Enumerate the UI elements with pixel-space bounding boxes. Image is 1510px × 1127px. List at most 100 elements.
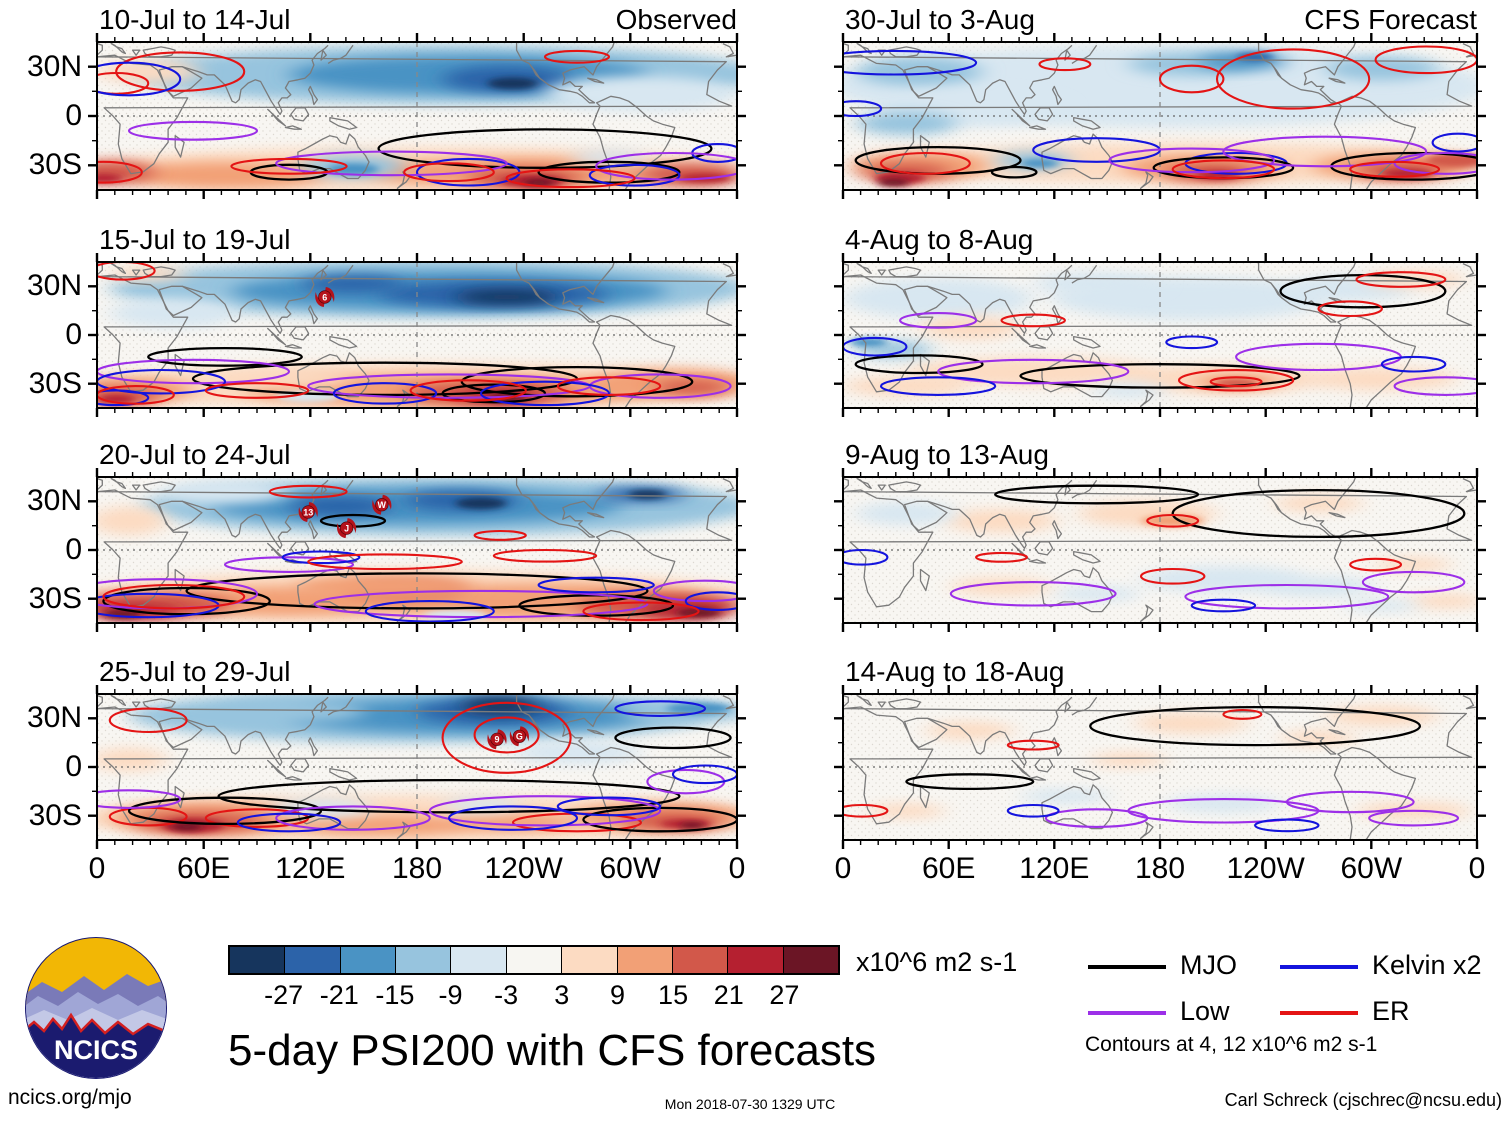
lon-label: 120W	[484, 852, 563, 885]
colorbar-cell	[340, 947, 397, 973]
map-panel-3: 13 J W	[88, 468, 746, 632]
colorbar-cell	[617, 947, 673, 973]
colorbar-cell	[230, 947, 286, 973]
figure-title: 5-day PSI200 with CFS forecasts	[228, 1026, 877, 1075]
map-panel-1	[88, 33, 746, 199]
legend-label: Low	[1180, 996, 1230, 1026]
colorbar-cell	[285, 947, 341, 973]
colorbar-tick-label: -27	[264, 980, 304, 1010]
panel-title: 14-Aug to 18-Aug	[845, 656, 1065, 687]
colorbar-cell	[562, 947, 618, 973]
map-svg: 13 J W	[88, 468, 746, 632]
colorbar-tick-label: -9	[438, 980, 463, 1010]
panel-corner-label: Observed	[615, 4, 737, 35]
axis-ticks	[88, 468, 746, 632]
site-url: ncics.org/mjo	[8, 1086, 132, 1109]
lat-label: 30N	[26, 269, 82, 303]
legend-line-low	[1088, 1011, 1166, 1015]
lon-label: 0	[728, 852, 746, 885]
lon-label: 60E	[921, 852, 976, 885]
axis-ticks	[834, 33, 1486, 199]
colorbar-tick-label: 21	[713, 980, 744, 1010]
legend-line-er	[1280, 1011, 1358, 1015]
map-svg: 6	[88, 253, 746, 417]
colorbar-cell	[506, 947, 563, 973]
colorbar-cell	[728, 947, 784, 973]
map-svg	[834, 33, 1486, 199]
lon-label: 60W	[599, 852, 662, 885]
tropical-cyclone-icon: 9	[487, 729, 507, 750]
axis-ticks	[88, 253, 746, 417]
legend-label: ER	[1372, 996, 1410, 1026]
ncics-logo: NCICS	[22, 934, 170, 1087]
colorbar-tick-label: -21	[319, 980, 359, 1010]
contour-note: Contours at 4, 12 x10^6 m2 s-1	[1085, 1033, 1378, 1056]
tropical-cyclone-icon: W	[372, 494, 392, 515]
panel-title: 25-Jul to 29-Jul	[99, 656, 291, 687]
axis-ticks	[88, 33, 746, 199]
ncics-logo-graphic: NCICS	[25, 937, 167, 1079]
axis-ticks	[834, 685, 1486, 849]
tropical-cyclone-icon: 13	[298, 502, 318, 522]
lat-label: 30N	[26, 49, 82, 83]
panel-title: 4-Aug to 8-Aug	[845, 224, 1034, 255]
coastlines	[97, 477, 737, 623]
map-svg	[834, 468, 1486, 632]
colorbar-unit-label: x10^6 m2 s-1	[856, 947, 1018, 977]
svg-text:13: 13	[303, 507, 313, 517]
svg-text:W: W	[378, 500, 387, 510]
colorbar-cell	[672, 947, 729, 973]
map-panel-5	[834, 33, 1486, 199]
lon-label: 120W	[1226, 852, 1305, 885]
lat-label: 30S	[28, 148, 82, 182]
lon-label: 120E	[275, 852, 346, 885]
colorbar-cell	[783, 947, 838, 973]
legend-label: MJO	[1180, 950, 1237, 980]
lat-label: 0	[65, 99, 82, 132]
map-svg	[834, 685, 1486, 849]
axis-ticks	[834, 468, 1486, 632]
colorbar-cell	[396, 947, 452, 973]
map-panel-6	[834, 253, 1486, 417]
panel-title: 15-Jul to 19-Jul	[99, 224, 291, 255]
lat-label: 30N	[26, 484, 82, 518]
lon-label: 0	[88, 852, 106, 885]
coastlines	[843, 477, 1477, 623]
lon-label: 180	[391, 852, 443, 885]
lat-label: 30S	[28, 366, 82, 400]
coastlines	[843, 694, 1477, 840]
tropical-cyclone-icon: G	[509, 726, 530, 747]
lat-label: 0	[65, 533, 82, 566]
lon-label: 180	[1134, 852, 1186, 885]
panel-title: 30-Jul to 3-Aug	[845, 4, 1035, 35]
panel-corner-label: CFS Forecast	[1304, 4, 1477, 35]
lat-label: 0	[65, 318, 82, 351]
panel-title: 20-Jul to 24-Jul	[99, 439, 291, 470]
svg-text:6: 6	[322, 292, 327, 302]
axis-ticks	[834, 253, 1486, 417]
lon-label: 60E	[176, 852, 231, 885]
logo-text: NCICS	[54, 1035, 138, 1065]
map-svg	[834, 253, 1486, 417]
colorbar-tick-label: 15	[658, 980, 689, 1010]
lon-label: 120E	[1019, 852, 1090, 885]
legend-label: Kelvin x2	[1372, 950, 1482, 980]
map-panel-2: 6	[88, 253, 746, 417]
svg-text:J: J	[344, 524, 349, 534]
lat-label: 30S	[28, 798, 82, 832]
lat-label: 0	[65, 750, 82, 783]
axis-ticks	[88, 685, 746, 849]
colorbar	[228, 945, 840, 975]
svg-text:G: G	[516, 732, 523, 742]
legend-line-mjo	[1088, 965, 1166, 969]
panel-title: 9-Aug to 13-Aug	[845, 439, 1049, 470]
tropical-cyclone-icon: J	[336, 518, 357, 539]
map-panel-7	[834, 468, 1486, 632]
map-panel-8	[834, 685, 1486, 849]
colorbar-tick-label: -15	[375, 980, 415, 1010]
coastlines	[97, 262, 737, 408]
colorbar-tick-label: 3	[554, 980, 570, 1010]
